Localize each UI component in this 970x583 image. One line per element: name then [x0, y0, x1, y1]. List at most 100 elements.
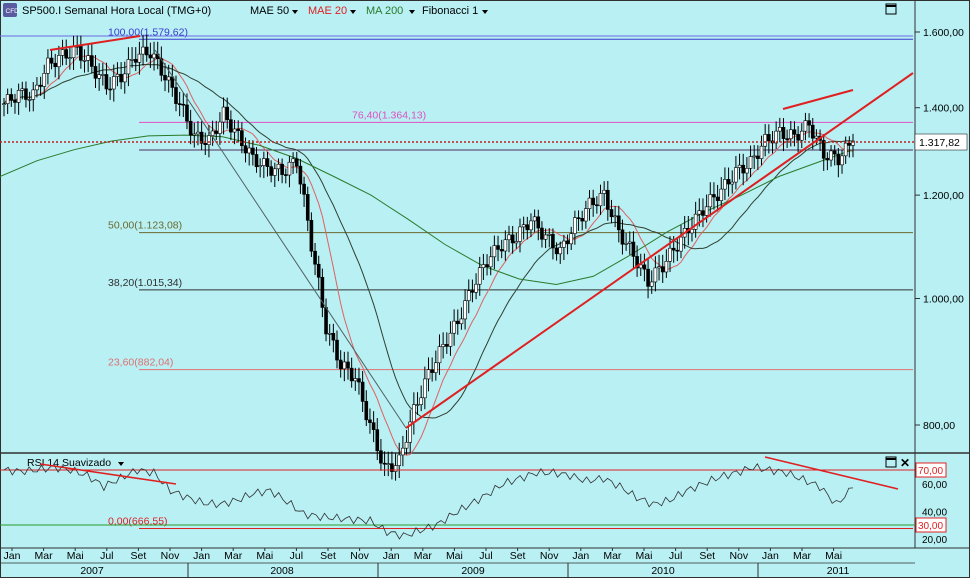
candle[interactable] — [57, 55, 61, 68]
candle[interactable] — [847, 142, 852, 146]
candle[interactable] — [788, 129, 793, 139]
candle[interactable] — [386, 463, 391, 465]
candle[interactable] — [97, 74, 101, 79]
candle[interactable] — [851, 140, 855, 146]
candle[interactable] — [748, 156, 753, 169]
candle[interactable] — [525, 224, 530, 231]
candle[interactable] — [291, 158, 295, 163]
candle[interactable] — [843, 142, 848, 157]
candle[interactable] — [185, 104, 189, 122]
candle[interactable] — [426, 369, 431, 380]
candle[interactable] — [613, 215, 617, 218]
candle[interactable] — [214, 130, 219, 134]
trendlines[interactable] — [49, 35, 914, 429]
candle[interactable] — [620, 229, 625, 245]
candle[interactable] — [496, 245, 500, 250]
candle[interactable] — [638, 264, 643, 269]
candle[interactable] — [335, 339, 339, 361]
candle[interactable] — [166, 76, 171, 81]
rsi-trendline-left[interactable] — [39, 463, 177, 485]
candle[interactable] — [840, 155, 844, 166]
candle[interactable] — [477, 267, 482, 285]
candle[interactable] — [701, 210, 705, 216]
candle[interactable] — [313, 250, 317, 265]
candle[interactable] — [254, 154, 259, 168]
candle[interactable] — [360, 381, 365, 402]
candle[interactable] — [587, 197, 592, 209]
candle[interactable] — [635, 256, 639, 269]
candlestick-series[interactable] — [2, 34, 855, 481]
candle[interactable] — [693, 213, 698, 230]
candle[interactable] — [342, 361, 347, 370]
candle[interactable] — [514, 241, 519, 244]
candle[interactable] — [474, 283, 478, 293]
candle[interactable] — [357, 378, 361, 383]
candle[interactable] — [832, 150, 837, 155]
candle[interactable] — [302, 183, 306, 195]
candle[interactable] — [598, 193, 603, 207]
candle[interactable] — [90, 55, 94, 67]
candle[interactable] — [792, 129, 797, 135]
candle[interactable] — [715, 196, 720, 201]
candle[interactable] — [756, 155, 760, 159]
candle[interactable] — [580, 218, 584, 222]
candle[interactable] — [521, 224, 526, 228]
candle[interactable] — [602, 189, 606, 194]
candle[interactable] — [653, 267, 658, 283]
candle[interactable] — [657, 266, 661, 269]
candle[interactable] — [419, 397, 423, 405]
candle[interactable] — [305, 194, 310, 221]
candle[interactable] — [38, 84, 43, 87]
candle[interactable] — [408, 421, 413, 443]
candle[interactable] — [609, 209, 614, 218]
candle[interactable] — [624, 243, 628, 245]
candle[interactable] — [595, 204, 599, 207]
candle[interactable] — [368, 419, 372, 423]
candle[interactable] — [642, 264, 647, 270]
candle[interactable] — [781, 127, 786, 139]
candle[interactable] — [616, 215, 621, 231]
candle[interactable] — [401, 447, 405, 456]
candle[interactable] — [276, 163, 281, 170]
candle[interactable] — [393, 465, 398, 472]
candle[interactable] — [46, 57, 50, 74]
candle[interactable] — [814, 135, 819, 139]
indicator-mae20-label[interactable]: MAE 20 — [308, 5, 347, 17]
candle[interactable] — [774, 130, 778, 144]
maximize-icon[interactable] — [885, 3, 897, 15]
candle[interactable] — [79, 46, 83, 61]
candle[interactable] — [229, 119, 233, 133]
close-icon[interactable]: ✕ — [900, 456, 910, 470]
candle[interactable] — [690, 228, 694, 234]
candle[interactable] — [459, 318, 464, 325]
candle[interactable] — [821, 140, 826, 159]
indicator-mae50-label[interactable]: MAE 50 — [250, 5, 289, 17]
trendline-support[interactable] — [405, 72, 914, 429]
candle[interactable] — [485, 264, 489, 268]
candle[interactable] — [606, 189, 610, 210]
candle[interactable] — [280, 163, 284, 175]
maximize-icon[interactable] — [885, 456, 897, 468]
candle[interactable] — [320, 276, 325, 308]
candle[interactable] — [825, 158, 830, 161]
candle[interactable] — [554, 247, 559, 255]
rsi-line[interactable] — [3, 463, 854, 540]
candle[interactable] — [119, 73, 123, 83]
candle[interactable] — [104, 74, 109, 90]
candle[interactable] — [466, 290, 471, 301]
mae50-line[interactable] — [3, 64, 854, 419]
candle[interactable] — [152, 53, 156, 59]
candle[interactable] — [763, 134, 767, 147]
candle[interactable] — [697, 210, 702, 215]
candle[interactable] — [390, 463, 394, 472]
candle[interactable] — [126, 59, 131, 75]
candle[interactable] — [470, 290, 475, 293]
candle[interactable] — [24, 88, 28, 100]
candle[interactable] — [159, 58, 164, 76]
candle[interactable] — [137, 53, 142, 63]
candle[interactable] — [27, 99, 32, 101]
candle[interactable] — [2, 103, 6, 105]
rsi-title[interactable]: RSI 14 Suavizado — [27, 457, 111, 469]
candle[interactable] — [42, 73, 47, 87]
candle[interactable] — [547, 234, 552, 236]
